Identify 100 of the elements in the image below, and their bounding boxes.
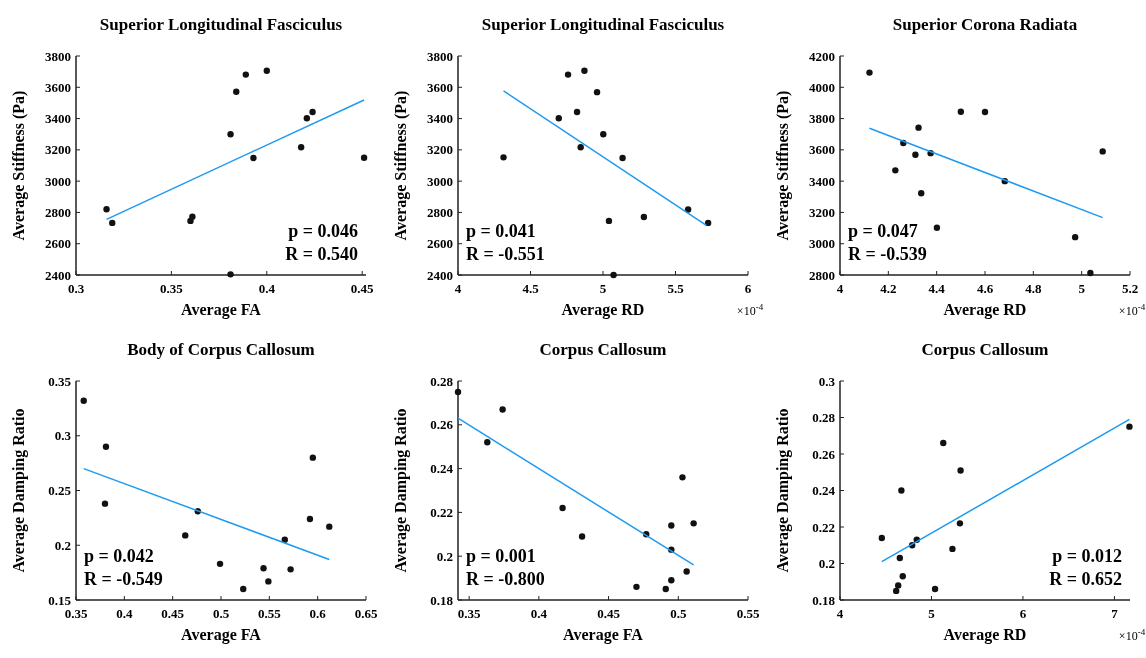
- point: [593, 88, 601, 96]
- y-tick-label: 2400: [45, 267, 71, 283]
- point: [866, 69, 873, 76]
- point: [899, 573, 906, 580]
- point: [102, 443, 110, 450]
- annotation: R = 0.652: [1049, 569, 1122, 589]
- x-axis-title: Average FA: [181, 301, 262, 319]
- x-tick-label: 0.3: [67, 281, 85, 296]
- y-tick-label: 0.22: [812, 519, 835, 535]
- point: [1099, 148, 1106, 155]
- x-tick-label: 0.4: [116, 606, 133, 621]
- x-tick-label: 5.5: [667, 281, 685, 296]
- y-tick-label: 3400: [427, 111, 453, 127]
- point: [940, 439, 947, 447]
- y-tick-label: 2800: [809, 267, 835, 283]
- y-axis-title: Average Damping Ratio: [392, 408, 410, 573]
- x-tick-label: 5: [599, 281, 607, 296]
- x-tick-label: 0.4: [530, 606, 548, 621]
- point: [892, 587, 900, 595]
- annotation: p = 0.042: [84, 546, 154, 566]
- point: [326, 523, 333, 530]
- x-tick-label: 0.65: [354, 606, 378, 621]
- point: [189, 213, 196, 220]
- point: [263, 67, 270, 74]
- point: [484, 439, 491, 446]
- y-tick-label: 3200: [809, 204, 835, 220]
- point: [250, 154, 257, 162]
- y-tick-label: 3800: [427, 48, 453, 64]
- point: [103, 206, 110, 213]
- chart-title: Corpus Callosum: [539, 340, 667, 359]
- point: [227, 131, 234, 138]
- point: [306, 515, 314, 523]
- point: [892, 167, 899, 174]
- text: ×10$^{-4}$: [1118, 627, 1146, 643]
- point: [1126, 423, 1133, 430]
- point: [668, 577, 675, 584]
- y-tick-label: 0.2: [54, 537, 71, 553]
- point: [668, 522, 675, 529]
- point: [297, 144, 305, 151]
- point: [265, 578, 272, 585]
- annotation: R = -0.551: [466, 244, 545, 264]
- point: [260, 565, 267, 572]
- y-tick-label: 0.3: [54, 428, 72, 444]
- point: [898, 487, 905, 494]
- y-tick-label: 0.35: [48, 373, 72, 389]
- text: ×10$^{-4}$: [736, 302, 764, 318]
- y-tick-label: 3600: [809, 142, 835, 158]
- point: [662, 585, 669, 593]
- point: [704, 219, 712, 227]
- point: [500, 154, 507, 161]
- annotation: R = -0.549: [84, 569, 163, 589]
- y-tick-label: 2400: [427, 267, 453, 283]
- x-tick-label: 0.35: [160, 281, 184, 296]
- point: [633, 583, 640, 591]
- chart-title: Corpus Callosum: [921, 340, 1049, 359]
- x-tick-label: 4: [836, 281, 844, 296]
- y-tick-label: 3400: [809, 173, 835, 189]
- annotation: R = -0.800: [466, 569, 545, 589]
- chart-title: Superior Longitudinal Fasciculus: [99, 15, 343, 34]
- point: [619, 154, 626, 162]
- chart-title: Body of Corpus Callosum: [127, 340, 315, 359]
- x-tick-label: 6: [744, 281, 752, 296]
- point: [931, 585, 939, 593]
- y-tick-label: 0.26: [812, 446, 836, 462]
- y-tick-label: 2800: [45, 204, 71, 220]
- x-tick-label: 0.6: [309, 606, 327, 621]
- y-axis-title: Average Damping Ratio: [10, 408, 28, 573]
- annotation: p = 0.047: [848, 221, 918, 241]
- x-axis-title: Average RD: [943, 626, 1027, 644]
- x-tick-label: 0.45: [161, 606, 185, 621]
- annotation: p = 0.012: [1052, 546, 1122, 566]
- y-tick-label: 2800: [427, 204, 453, 220]
- x-tick-label: 0.35: [64, 606, 88, 621]
- point: [309, 454, 317, 461]
- point: [912, 151, 919, 158]
- point: [683, 568, 690, 575]
- point: [360, 154, 368, 161]
- y-tick-label: 0.3: [818, 373, 836, 389]
- point: [957, 467, 964, 474]
- annotation: p = 0.041: [466, 221, 536, 241]
- y-tick-label: 0.24: [430, 461, 454, 477]
- y-axis-title: Average Stiffness (Pa): [774, 90, 792, 241]
- point: [101, 500, 109, 507]
- y-tick-label: 4000: [809, 79, 835, 95]
- annotation: R = 0.540: [285, 244, 358, 264]
- y-tick-label: 3800: [45, 48, 71, 64]
- x-tick-label: 5.2: [1121, 281, 1139, 296]
- x-tick-label: 7: [1111, 606, 1119, 621]
- point: [878, 534, 886, 542]
- point: [933, 224, 941, 231]
- point: [915, 124, 922, 131]
- point: [573, 108, 581, 116]
- point: [578, 533, 586, 540]
- point: [80, 397, 87, 404]
- y-tick-label: 0.2: [818, 556, 835, 572]
- y-tick-label: 3600: [45, 79, 71, 95]
- point: [233, 88, 240, 96]
- y-tick-label: 0.24: [812, 483, 836, 499]
- x-tick-label: 5: [928, 606, 936, 621]
- annotation: R = -0.539: [848, 244, 927, 264]
